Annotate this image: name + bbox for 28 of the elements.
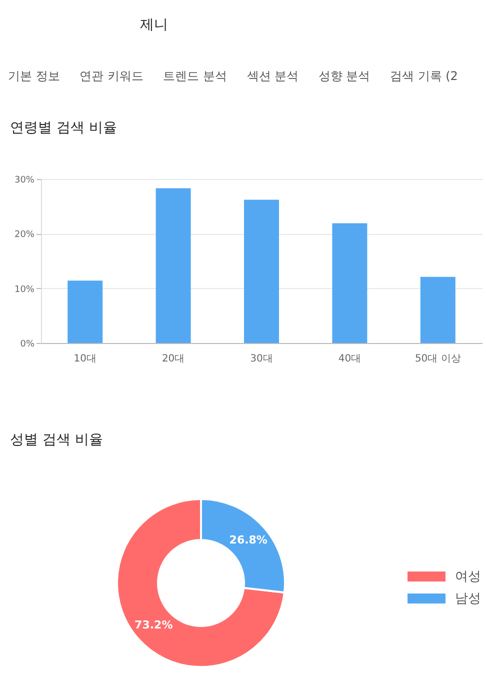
- y-tick-label: 10%: [14, 284, 35, 295]
- text: 기본 정보: [8, 69, 60, 83]
- legend-label: 남성: [455, 592, 481, 606]
- x-tick-label: 40대: [338, 354, 362, 364]
- donut-slice: [116, 498, 286, 668]
- x-tick-label: 20대: [162, 354, 185, 364]
- bar: [156, 188, 191, 343]
- chart-title: 연령별 검색 비율: [10, 120, 117, 136]
- legend-label: 여성: [455, 570, 481, 584]
- data-label: 26.8%: [229, 534, 268, 547]
- chart-title: 성별 검색 비율: [10, 432, 103, 448]
- y-tick-label: 30%: [14, 176, 35, 186]
- y-tick-label: 20%: [14, 230, 35, 240]
- text: 제니: [140, 17, 168, 33]
- text: 성향 분석: [318, 69, 370, 83]
- text: 연관 키워드: [80, 69, 144, 83]
- bar: [244, 200, 279, 343]
- bar: [420, 276, 456, 343]
- data-label: 73.2%: [134, 618, 173, 632]
- bar: [68, 280, 103, 343]
- text: 섹션 분석: [246, 69, 299, 83]
- text: 트렌드 분석: [163, 69, 228, 83]
- x-tick-label: 30대: [250, 354, 273, 364]
- x-tick-label: 10대: [74, 354, 96, 364]
- y-tick-label: 0%: [20, 340, 35, 350]
- text: 검색 기록 (2: [390, 69, 458, 83]
- bar: [332, 223, 368, 343]
- x-tick-label: 50대 이상: [414, 354, 461, 364]
